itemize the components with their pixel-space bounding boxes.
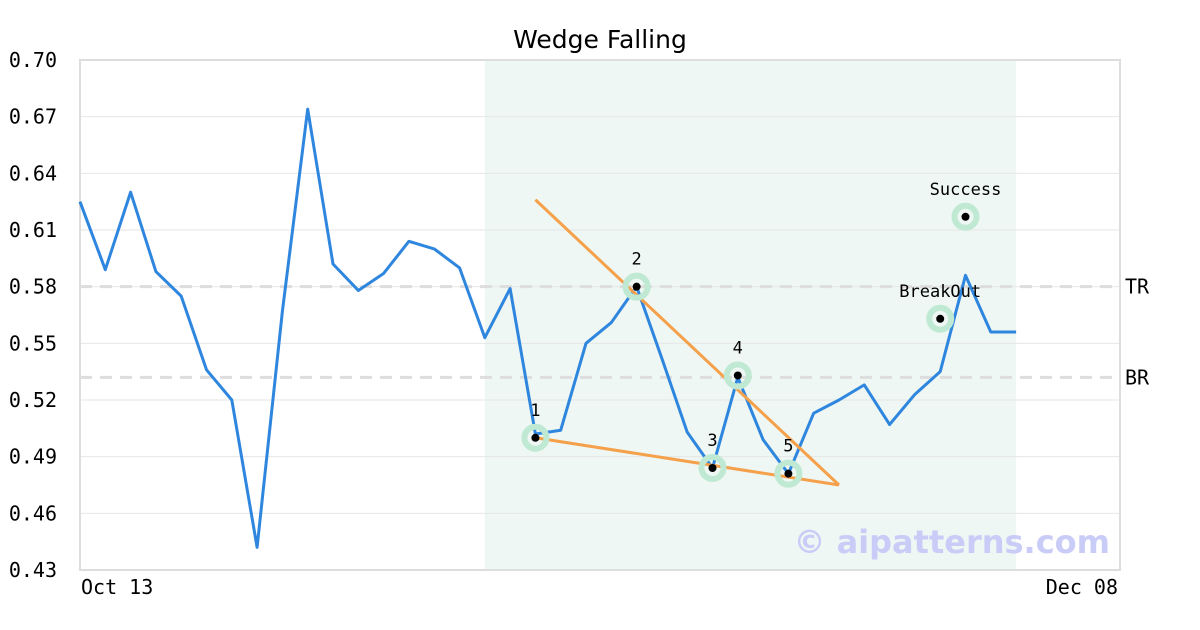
pattern-point-label: 4 [733, 338, 743, 358]
y-tick-label: 0.67 [9, 105, 57, 129]
y-tick-label: 0.55 [9, 331, 57, 355]
pattern-point-ring [723, 361, 752, 390]
pattern-point-label: 1 [530, 401, 540, 421]
y-tick-label: 0.49 [9, 445, 57, 469]
pattern-point-ring [622, 272, 651, 301]
pattern-highlight-band [484, 60, 1017, 570]
pattern-point-dot [632, 282, 641, 291]
pattern-point-dot [708, 464, 717, 472]
level-label-tr: TR [1125, 275, 1150, 299]
plot-frame [79, 59, 1121, 571]
y-tick-label: 0.64 [9, 161, 57, 185]
pattern-point-label: 3 [707, 431, 717, 451]
y-tick-label: 0.52 [9, 388, 57, 412]
watermark-text: © aipatterns.com [793, 523, 1110, 561]
pattern-point-dot [936, 314, 945, 323]
y-tick-label: 0.58 [9, 275, 57, 299]
pattern-point-label: 2 [631, 250, 641, 270]
pattern-point-dot [531, 433, 540, 442]
pattern-point-label: 5 [783, 437, 793, 457]
x-tick-label: Oct 13 [81, 575, 153, 599]
y-tick-label: 0.61 [9, 218, 57, 242]
pattern-point-dot [961, 212, 970, 221]
y-tick-label: 0.46 [9, 501, 57, 525]
chart-title: Wedge Falling [513, 25, 687, 54]
pattern-point-ring [698, 454, 727, 482]
pattern-point-ring [951, 202, 980, 231]
pattern-point-ring [926, 304, 955, 333]
level-label-br: BR [1125, 365, 1150, 389]
y-tick-label: 0.43 [9, 558, 57, 582]
pattern-point-label: BreakOut [899, 282, 981, 302]
wedge-upper-trendline [534, 198, 841, 487]
x-tick-label: Dec 08 [1046, 575, 1118, 599]
y-tick-label: 0.70 [9, 48, 57, 72]
pattern-point-ring [521, 423, 550, 452]
pattern-point-label: Success [930, 180, 1002, 200]
plot-area: 0.70 0.67 0.64 0.61 0.58 0.55 0.52 0.49 0.46 0.43… [9, 48, 1150, 599]
pattern-point-ring [774, 459, 803, 488]
pattern-point-dot [733, 371, 742, 380]
pattern-point-dot [784, 469, 793, 478]
